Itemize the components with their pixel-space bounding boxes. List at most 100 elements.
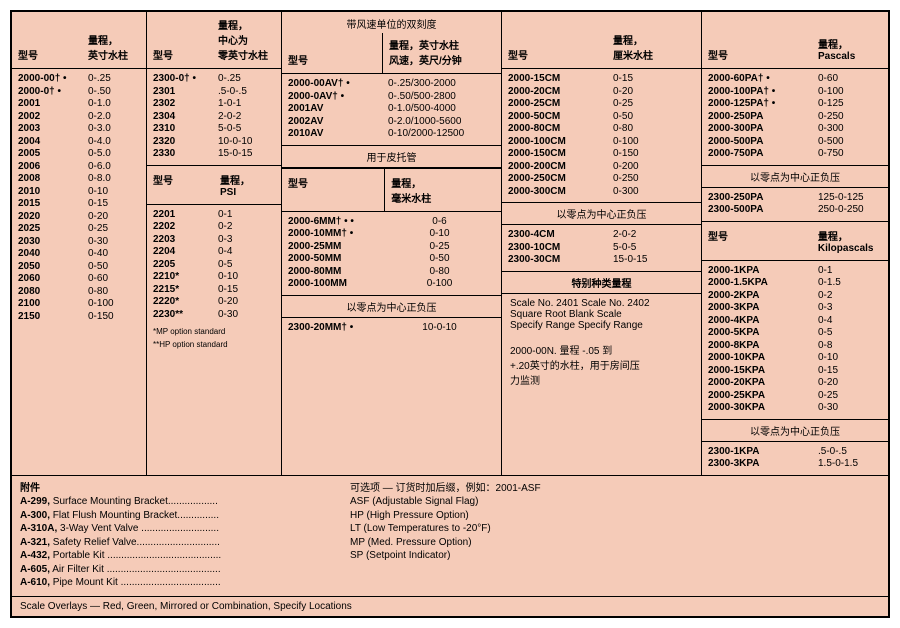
table-row: 2000-250CM0-250	[502, 173, 701, 186]
cell: 2010	[12, 186, 82, 199]
cell: 0-25	[812, 390, 884, 403]
acc-line: HP (High Pressure Option)	[350, 509, 610, 523]
table-row: 2000-750PA0-750	[702, 148, 888, 161]
cell: 0-25	[382, 241, 497, 254]
cell: 2000-20KPA	[702, 377, 812, 390]
cell: 2205	[147, 259, 212, 272]
table-row: 2000-0† •0-.50	[12, 86, 146, 99]
text-line: Scale No. 2401 Scale No. 2402	[510, 298, 693, 309]
cell: 0-2.0	[82, 111, 142, 124]
cell: 2002	[12, 111, 82, 124]
c2b-h2: 量程， PSI	[214, 166, 281, 204]
cell: 0-250	[812, 111, 884, 124]
cell: 2100	[12, 298, 82, 311]
c5d-title: 以零点为中心正负压	[702, 419, 888, 442]
cell: 0-30	[82, 236, 142, 249]
cell: 5-0-5	[212, 123, 277, 136]
cell: 0-100	[812, 86, 884, 99]
cell: 2000-200CM	[502, 161, 607, 174]
table-row: 2000-10MM† •0-10	[282, 228, 501, 241]
cell: 2000-60PA† •	[702, 73, 812, 86]
cell: 2050	[12, 261, 82, 274]
table-row: 2000-300CM0-300	[502, 186, 701, 199]
table-row: 2000-00AV† •0-.25/300-2000	[282, 78, 501, 91]
table-row: 20500-50	[12, 261, 146, 274]
cell: 2030	[12, 236, 82, 249]
cell: 0-40	[82, 248, 142, 261]
cell: 5-0-5	[607, 242, 697, 255]
cell: 2000-4KPA	[702, 315, 812, 328]
c5b-title: 以零点为中心正负压	[702, 165, 888, 188]
cell: 0-150	[607, 148, 697, 161]
cell: 0-60	[812, 73, 884, 86]
cell: 0-25	[607, 98, 697, 111]
acc-left: 附件 A-299, Surface Mounting Bracket......…	[20, 482, 350, 590]
acc-right	[610, 482, 880, 590]
cell: 1-0-1	[212, 98, 277, 111]
acc-title: 附件	[20, 482, 350, 496]
col-inch-wc: 型号 量程， 英寸水柱 2000-00† •0-.252000-0† •0-.5…	[12, 12, 147, 475]
c2b-h1: 型号	[147, 166, 214, 204]
cell: 2302	[147, 98, 212, 111]
cell: 2000-100PA† •	[702, 86, 812, 99]
cell: 2000-00AV† •	[282, 78, 382, 91]
cell: 2300-250PA	[702, 192, 812, 205]
cell: 0-.25	[212, 73, 277, 86]
cell: 2008	[12, 173, 82, 186]
acc-mid: 可选项 — 订货时加后缀，例如：2001-ASFASF (Adjustable …	[350, 482, 610, 590]
table-row: 23105-0-5	[147, 123, 281, 136]
text-line	[510, 331, 693, 342]
c3-toptitle: 带风速单位的双刻度	[282, 12, 501, 33]
cell: 2230**	[147, 309, 212, 322]
table-row: 2000-50CM0-50	[502, 111, 701, 124]
main-grid: 型号 量程， 英寸水柱 2000-00† •0-.252000-0† •0-.5…	[12, 12, 888, 475]
cell: 2004	[12, 136, 82, 149]
cell: 0-10	[812, 352, 884, 365]
cell: 0-1	[212, 209, 277, 222]
table-row: 2000-0AV† •0-.50/500-2800	[282, 91, 501, 104]
cell: 2202	[147, 221, 212, 234]
col-av-mm: 带风速单位的双刻度 型号 量程，英寸水柱 风速，英尺/分钟 2000-00AV†…	[282, 12, 502, 475]
cell: 2300-0† •	[147, 73, 212, 86]
table-row: 20080-8.0	[12, 173, 146, 186]
cell: 2000-25CM	[502, 98, 607, 111]
cell: 2310	[147, 123, 212, 136]
cell: 2203	[147, 234, 212, 247]
cell: 0-60	[82, 273, 142, 286]
table-row: 2000-80MM0-80	[282, 266, 501, 279]
overlay-note: Scale Overlays — Red, Green, Mirrored or…	[12, 596, 888, 616]
cell: 10-0-10	[212, 136, 277, 149]
cell: 0-2.0/1000-5600	[382, 116, 497, 129]
cell: 2000-500PA	[702, 136, 812, 149]
acc-line: A-605, Air Filter Kit ..................…	[20, 563, 350, 577]
cell: 2215*	[147, 284, 212, 297]
table-row: 2000-20KPA0-20	[702, 377, 888, 390]
c3a-rows: 2000-00AV† •0-.25/300-20002000-0AV† •0-.…	[282, 74, 501, 145]
cell: 2000-250CM	[502, 173, 607, 186]
table-row: 21500-150	[12, 311, 146, 324]
c1-h1: 型号	[12, 43, 82, 68]
c3b-h2: 量程， 毫米水柱	[384, 169, 501, 211]
col-pa-kpa: 型号 量程， Pascals 2000-60PA† •0-602000-100P…	[702, 12, 888, 475]
cell: 0-15	[212, 284, 277, 297]
table-row: 2000-150CM0-150	[502, 148, 701, 161]
c4c-lines: Scale No. 2401 Scale No. 2402Square Root…	[502, 294, 701, 391]
cell: 15-0-15	[607, 254, 697, 267]
text-line: Specify Range Specify Range	[510, 320, 693, 331]
cell: 0-3	[812, 302, 884, 315]
cell: 2080	[12, 286, 82, 299]
table-row: 2000-50MM0-50	[282, 253, 501, 266]
c1-rows: 2000-00† •0-.252000-0† •0-.5020010-1.020…	[12, 69, 146, 327]
cell: 2201	[147, 209, 212, 222]
table-row: 20040-4.0	[12, 136, 146, 149]
c5b-rows: 2300-250PA125-0-1252300-500PA250-0-250	[702, 188, 888, 221]
table-row: 2000-1KPA0-1	[702, 265, 888, 278]
c3a-h2: 量程，英寸水柱 风速，英尺/分钟	[382, 33, 497, 73]
cell: 0-15	[812, 365, 884, 378]
table-row: 2000-6MM† • •0-6	[282, 216, 501, 229]
c5c-h2: 量程， Kilopascals	[812, 222, 888, 260]
cell: .5-0-.5	[812, 446, 884, 459]
table-row: 20150-15	[12, 198, 146, 211]
cell: 2000-30KPA	[702, 402, 812, 415]
table-row: 2000-1.5KPA0-1.5	[702, 277, 888, 290]
